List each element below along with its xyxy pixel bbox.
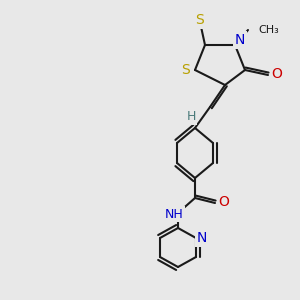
Text: S: S xyxy=(196,13,204,27)
Text: NH: NH xyxy=(165,208,183,220)
Text: H: H xyxy=(186,110,196,124)
Text: CH₃: CH₃ xyxy=(258,25,279,35)
Text: O: O xyxy=(219,195,230,209)
Text: N: N xyxy=(235,33,245,47)
Text: N: N xyxy=(197,231,207,245)
Text: S: S xyxy=(181,63,189,77)
Text: O: O xyxy=(272,67,282,81)
